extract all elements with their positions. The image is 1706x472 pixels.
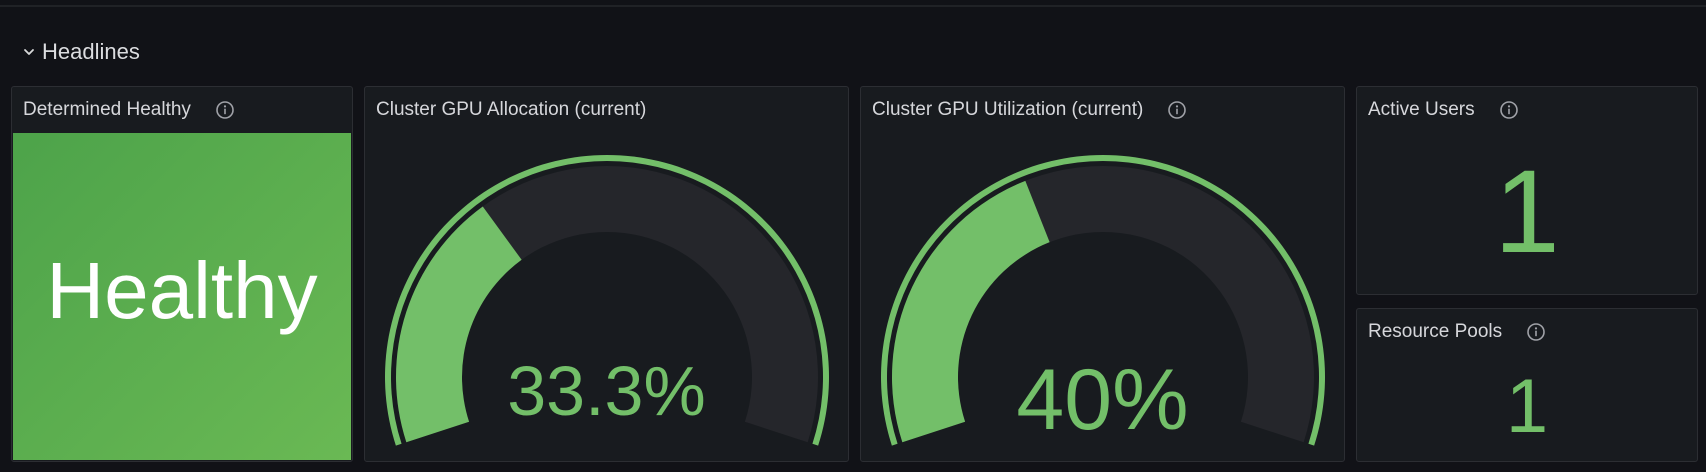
panel-active-users: Active Users 1 — [1356, 86, 1698, 295]
info-icon[interactable] — [1167, 100, 1187, 120]
panel-gpu-utilization: Cluster GPU Utilization (current) 40% — [860, 86, 1345, 462]
info-icon[interactable] — [1499, 100, 1519, 120]
chevron-down-icon — [24, 49, 34, 55]
gauge-value: 33.3% — [507, 352, 706, 430]
gauge-value-arc — [892, 180, 1050, 443]
panel-resource-pools: Resource Pools 1 — [1356, 308, 1698, 462]
gauge-value: 40% — [1016, 352, 1189, 448]
panel-gpu-allocation: Cluster GPU Allocation (current) 33.3% — [364, 86, 849, 462]
row-title: Headlines — [42, 39, 140, 64]
gpu-allocation-gauge — [385, 155, 829, 446]
gpu-utilization-gauge — [881, 155, 1325, 446]
panel-title: Determined Healthy — [23, 99, 191, 120]
health-status-value: Healthy — [46, 245, 318, 335]
info-icon[interactable] — [215, 100, 235, 120]
info-icon[interactable] — [1526, 322, 1546, 342]
stat-value: 1 — [1505, 364, 1549, 449]
top-divider — [0, 5, 1706, 7]
panel-title: Active Users — [1368, 99, 1475, 120]
stat-value: 1 — [1494, 146, 1560, 278]
panel-title: Cluster GPU Allocation (current) — [376, 99, 647, 120]
row-header-headlines[interactable]: Headlines — [22, 36, 140, 68]
panel-title: Cluster GPU Utilization (current) — [872, 99, 1144, 120]
panel-determined-healthy: Determined Healthy Healthy — [11, 86, 353, 462]
gauge-value-arc — [396, 206, 522, 443]
health-status-box: Healthy — [13, 133, 351, 460]
panel-title: Resource Pools — [1368, 321, 1503, 342]
